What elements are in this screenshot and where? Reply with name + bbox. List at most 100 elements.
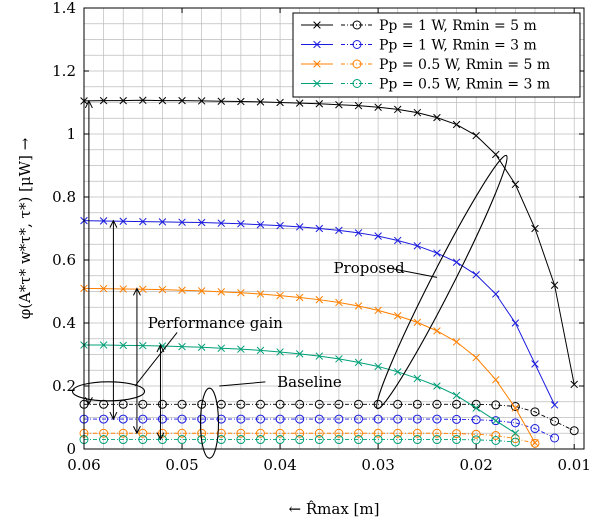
cross-marker [492,416,500,425]
circle-marker [236,435,246,445]
cross-marker [531,360,539,368]
circle-marker [99,435,109,445]
circle-marker [510,401,520,411]
x-tick-label: 0.05 [165,456,198,474]
cross-marker [217,288,226,296]
cross-marker [452,338,461,346]
cross-marker [315,295,324,304]
circle-marker [452,429,462,439]
legend-label: Pp = 1 W, Rmin = 5 m [379,18,537,34]
circle-marker [216,428,226,438]
cross-marker [570,380,578,389]
y-axis-label: φ(A*τ* w*τ*, τ*) [μW] → [16,137,34,319]
circle-marker [295,435,305,445]
cross-marker [197,218,206,227]
circle-marker [471,435,481,445]
cross-marker [413,242,422,250]
circle-marker [491,416,501,426]
y-tick-label: 0.6 [52,251,76,269]
circle-marker [471,429,481,439]
circle-marker [138,414,148,424]
y-tick-label: 0 [66,440,76,458]
x-tick-label: 0.04 [263,456,296,474]
cross-marker [452,120,461,129]
cross-marker [119,96,127,105]
circle-marker [373,428,383,438]
cross-marker [472,404,480,412]
circle-marker [275,428,285,438]
circle-marker [432,414,442,424]
cross-marker [139,96,147,105]
circle-marker [177,428,187,438]
circle-marker [157,428,167,438]
circle-marker [550,433,560,443]
circle-marker [510,418,520,428]
circle-marker [295,428,305,438]
circle-marker [314,414,324,424]
cross-marker [472,271,480,279]
cross-marker [119,285,127,293]
series-2 [79,216,560,443]
legend-label: Pp = 0.5 W, Rmin = 3 m [379,77,550,93]
circle-marker [354,399,364,409]
cross-marker [472,131,480,140]
proposed-leader [387,267,438,278]
circle-marker [216,414,226,424]
gain-arrow [156,343,165,441]
circle-marker [334,435,344,445]
cross-marker [511,180,520,189]
series-4 [79,341,520,447]
cross-marker [393,236,402,245]
circle-marker [236,399,246,409]
circle-marker [550,416,560,426]
circle-marker [236,428,246,438]
cross-marker [237,220,245,228]
cross-marker [99,284,108,293]
legend-box [292,12,581,98]
circle-marker [412,414,422,424]
cross-marker [313,60,321,68]
circle-marker [334,428,344,438]
cross-marker [217,219,226,227]
cross-marker [276,221,284,230]
circle-marker [412,435,422,445]
x-tick-label: 0.01 [557,456,590,474]
cross-marker [139,285,147,294]
cross-marker [374,306,382,315]
y-tick-label: 1 [66,125,76,143]
cross-marker [99,96,108,105]
circle-marker [354,414,364,424]
legend-entry: Pp = 1 W, Rmin = 5 m [301,18,537,34]
cross-marker [256,220,265,229]
cross-marker [256,346,265,355]
cross-marker [256,290,265,298]
cross-marker [354,358,363,367]
proposed-line [83,99,575,385]
circle-marker [452,435,462,445]
circle-marker [118,435,128,445]
circle-marker [432,428,442,438]
cross-marker [452,258,461,266]
cross-marker [550,401,559,409]
cross-marker [374,232,382,240]
gain-arrow [109,219,118,421]
cross-marker [413,374,422,383]
cross-marker [158,96,167,105]
circle-marker [452,399,462,409]
cross-marker [237,345,245,353]
cross-marker [178,342,186,351]
circle-marker [471,415,481,425]
cross-marker [178,286,186,294]
cross-marker [354,302,363,310]
cross-marker [313,40,321,49]
circle-marker [393,428,403,438]
cross-marker [354,229,363,237]
cross-marker [511,429,520,438]
baseline-ellipse [199,387,220,459]
circle-marker [138,428,148,438]
circle-marker [275,399,285,409]
circle-marker [314,428,324,438]
baseline-label: Baseline [277,373,342,391]
circle-marker [393,414,403,424]
